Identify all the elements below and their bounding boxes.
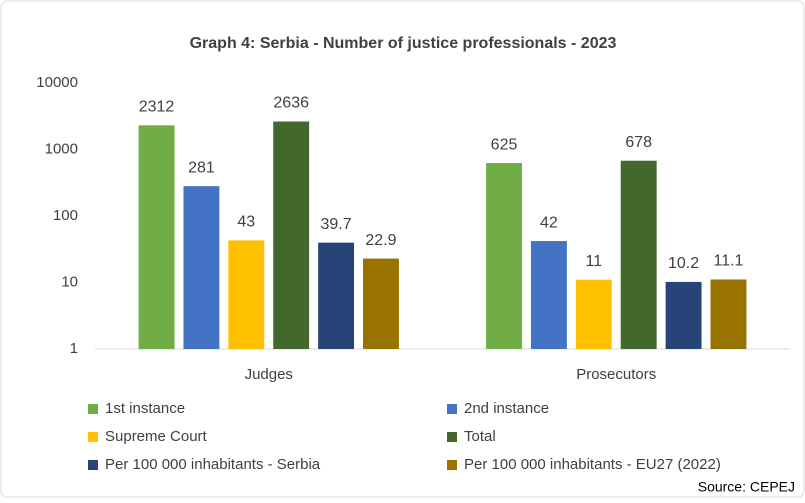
legend-label: Total <box>464 428 496 445</box>
value-label: 11 <box>586 253 603 270</box>
x-tick-label: Prosecutors <box>576 366 656 383</box>
legend-swatch <box>447 432 457 442</box>
bar <box>620 160 657 349</box>
value-label: 281 <box>188 159 215 176</box>
value-label: 39.7 <box>321 216 352 233</box>
bar <box>665 281 702 349</box>
value-label: 10.2 <box>668 255 699 272</box>
legend-swatch <box>88 404 98 414</box>
y-tick-label: 10 <box>61 273 78 290</box>
bar <box>710 279 747 349</box>
value-label: 42 <box>540 214 558 231</box>
bar <box>530 241 567 349</box>
bar <box>486 163 522 349</box>
value-label: 678 <box>625 134 652 151</box>
y-tick-label: 1 <box>70 340 78 357</box>
y-tick-label: 1000 <box>45 140 78 157</box>
bar <box>363 258 399 349</box>
legend-label: 1st instance <box>105 400 185 417</box>
legend-swatch <box>447 404 457 414</box>
legend-label: Per 100 000 inhabitants - Serbia <box>105 456 321 473</box>
legend-swatch <box>447 460 457 470</box>
chart-title: Graph 4: Serbia - Number of justice prof… <box>190 35 617 52</box>
legend-label: Supreme Court <box>105 428 208 445</box>
bar <box>273 121 310 349</box>
value-label: 43 <box>237 214 255 231</box>
legend-label: Per 100 000 inhabitants - EU27 (2022) <box>464 456 721 473</box>
y-tick-label: 100 <box>53 207 78 224</box>
y-tick-label: 10000 <box>36 74 78 91</box>
bar <box>575 279 612 349</box>
legend-swatch <box>88 432 98 442</box>
legend-swatch <box>88 460 98 470</box>
x-tick-label: Judges <box>245 366 293 383</box>
value-label: 11.1 <box>713 253 743 270</box>
bar <box>138 125 175 350</box>
bar <box>183 186 220 349</box>
value-label: 2636 <box>273 95 309 112</box>
legend-label: 2nd instance <box>464 400 549 417</box>
value-label: 2312 <box>139 99 175 116</box>
bar <box>228 240 265 349</box>
bar <box>318 242 355 349</box>
value-label: 22.9 <box>365 232 396 249</box>
source: Source: CEPEJ <box>698 479 795 495</box>
value-label: 625 <box>491 136 518 153</box>
